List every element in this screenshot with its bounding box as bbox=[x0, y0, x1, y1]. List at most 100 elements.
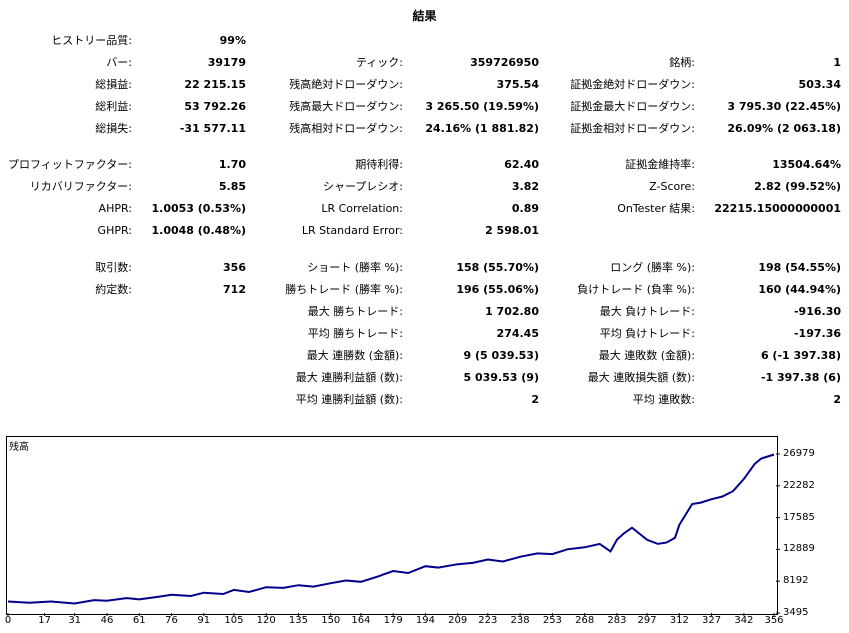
stat-label: 証拠金最大ドローダウン: bbox=[570, 100, 695, 113]
x-tick-label: 312 bbox=[669, 615, 689, 626]
x-tick-label: 268 bbox=[575, 615, 595, 626]
balance-chart-frame bbox=[6, 436, 778, 615]
stat-value: 2 bbox=[833, 393, 841, 406]
x-tick-label: 164 bbox=[351, 615, 371, 626]
x-tick-label: 46 bbox=[100, 615, 114, 626]
stat-label: 残高絶対ドローダウン: bbox=[289, 78, 403, 91]
x-tick-label: 283 bbox=[607, 615, 627, 626]
stat-label: Z-Score: bbox=[649, 180, 695, 193]
stat-label: リカバリファクター: bbox=[29, 180, 132, 193]
stat-label: 証拠金相対ドローダウン: bbox=[570, 122, 695, 135]
stat-value: 375.54 bbox=[496, 78, 539, 91]
x-tick-label: 209 bbox=[448, 615, 468, 626]
stat-label: 総損益: bbox=[95, 78, 132, 91]
stat-value: 99% bbox=[219, 34, 246, 47]
stat-label: ショート (勝率 %): bbox=[307, 261, 403, 274]
stat-label: 勝ちトレード (勝率 %): bbox=[285, 283, 403, 296]
x-tick-label: 342 bbox=[734, 615, 754, 626]
stats-row: GHPR: 1.0048 (0.48%) LR Standard Error: 2 5… bbox=[0, 221, 849, 241]
stat-value: 2 598.01 bbox=[485, 224, 539, 237]
stat-value: 9 (5 039.53) bbox=[463, 349, 539, 362]
x-tick-label: 356 bbox=[764, 615, 784, 626]
y-tick-label: 26979 bbox=[783, 448, 815, 459]
stat-value: 2 bbox=[531, 393, 539, 406]
chart-title: 残高 bbox=[9, 442, 29, 453]
stat-value: 22 215.15 bbox=[184, 78, 246, 91]
stat-label: ヒストリー品質: bbox=[51, 34, 132, 47]
stat-value: 26.09% (2 063.18) bbox=[727, 122, 841, 135]
stats-row: 最大 連勝利益額 (数): 5 039.53 (9) 最大 連敗損失額 (数): -1… bbox=[0, 368, 849, 388]
stat-label: プロフィットファクター: bbox=[7, 158, 132, 171]
x-tick-label: 150 bbox=[321, 615, 341, 626]
x-tick-label: 179 bbox=[383, 615, 403, 626]
stat-label: 期待利得: bbox=[355, 158, 403, 171]
stats-row: 約定数: 712 勝ちトレード (勝率 %): 196 (55.06%) 負けトレード … bbox=[0, 280, 849, 300]
stat-value: -31 577.11 bbox=[179, 122, 246, 135]
stat-value: 1 bbox=[833, 56, 841, 69]
stat-label: 証拠金絶対ドローダウン: bbox=[570, 78, 695, 91]
stat-value: 3 795.30 (22.45%) bbox=[727, 100, 841, 113]
stat-label: 平均 勝ちトレード: bbox=[307, 327, 403, 340]
x-tick-label: 17 bbox=[38, 615, 51, 626]
stats-row: 平均 連勝利益額 (数): 2 平均 連敗数: 2 bbox=[0, 390, 849, 410]
stat-label: 最大 勝ちトレード: bbox=[307, 305, 403, 318]
stat-value: 196 (55.06%) bbox=[456, 283, 539, 296]
x-tick-label: 238 bbox=[510, 615, 530, 626]
stat-value: 1.70 bbox=[218, 158, 246, 171]
y-tick-label: 12889 bbox=[783, 543, 815, 555]
stat-value: 2.82 (99.52%) bbox=[754, 180, 841, 193]
x-tick-label: 223 bbox=[478, 615, 498, 626]
stat-value: 5.85 bbox=[218, 180, 246, 193]
stat-value: 712 bbox=[223, 283, 246, 296]
stat-value: 3 265.50 (19.59%) bbox=[425, 100, 539, 113]
stat-value: 160 (44.94%) bbox=[758, 283, 841, 296]
stats-row: 取引数: 356 ショート (勝率 %): 158 (55.70%) ロング (勝率 %… bbox=[0, 258, 849, 278]
stat-value: 5 039.53 (9) bbox=[463, 371, 539, 384]
stat-label: 平均 連敗数: bbox=[632, 393, 695, 406]
stats-row: 総利益: 53 792.26 残高最大ドローダウン: 3 265.50 (19.59%… bbox=[0, 97, 849, 117]
stat-label: 平均 負けトレード: bbox=[599, 327, 695, 340]
stats-row: 最大 連勝数 (金額): 9 (5 039.53) 最大 連敗数 (金額): 6 (-… bbox=[0, 346, 849, 366]
y-tick-label: 3495 bbox=[783, 607, 809, 618]
report-title: 結果 bbox=[412, 9, 437, 23]
stat-label: 約定数: bbox=[95, 283, 132, 296]
stat-label: 銘柄: bbox=[669, 56, 695, 69]
stat-value: 3.82 bbox=[511, 180, 539, 193]
y-tick-label: 8192 bbox=[783, 575, 809, 587]
stat-label: 残高相対ドローダウン: bbox=[289, 122, 403, 135]
stat-value: 356 bbox=[223, 261, 246, 274]
stat-label: 取引数: bbox=[95, 261, 132, 274]
stat-value: 1.0048 (0.48%) bbox=[151, 224, 247, 237]
stat-label: ロング (勝率 %): bbox=[610, 261, 695, 274]
stat-value: 39179 bbox=[207, 56, 246, 69]
stat-label: 残高最大ドローダウン: bbox=[289, 100, 403, 113]
stat-label: LR Correlation: bbox=[321, 202, 403, 215]
stat-label: 総損失: bbox=[95, 122, 132, 135]
stat-label: 負けトレード (負率 %): bbox=[577, 283, 695, 296]
stat-value: 158 (55.70%) bbox=[456, 261, 539, 274]
stat-value: 13504.64% bbox=[772, 158, 841, 171]
stats-row: ヒストリー品質: 99% bbox=[0, 31, 849, 51]
x-tick-label: 253 bbox=[542, 615, 562, 626]
balance-line bbox=[7, 453, 775, 605]
stat-value: 359726950 bbox=[470, 56, 539, 69]
x-tick-label: 194 bbox=[415, 615, 435, 626]
stat-label: 平均 連勝利益額 (数): bbox=[295, 393, 403, 406]
stat-label: バー: bbox=[106, 56, 132, 69]
stat-label: AHPR: bbox=[98, 202, 132, 215]
stat-label: 最大 負けトレード: bbox=[599, 305, 695, 318]
x-tick-label: 297 bbox=[637, 615, 657, 626]
stats-row: リカバリファクター: 5.85 シャープレシオ: 3.82 Z-Score: 2.82 (… bbox=[0, 177, 849, 197]
stat-value: -1 397.38 (6) bbox=[760, 371, 841, 384]
stat-value: 198 (54.55%) bbox=[758, 261, 841, 274]
stat-value: 503.34 bbox=[798, 78, 841, 91]
stat-label: 最大 連敗数 (金額): bbox=[598, 349, 695, 362]
stat-label: ティック: bbox=[355, 56, 403, 69]
stats-row: AHPR: 1.0053 (0.53%) LR Correlation: 0.89 On… bbox=[0, 199, 849, 219]
y-tick-label: 17585 bbox=[783, 511, 815, 523]
x-tick-label: 105 bbox=[224, 615, 244, 626]
stat-value: 6 (-1 397.38) bbox=[760, 349, 841, 362]
stat-value: 62.40 bbox=[504, 158, 539, 171]
stat-label: OnTester 結果: bbox=[617, 202, 695, 215]
stat-label: 最大 連勝利益額 (数): bbox=[295, 371, 403, 384]
